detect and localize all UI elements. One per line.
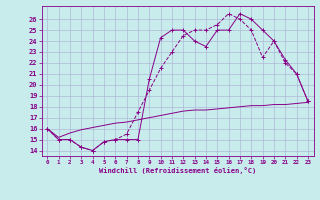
X-axis label: Windchill (Refroidissement éolien,°C): Windchill (Refroidissement éolien,°C) — [99, 167, 256, 174]
